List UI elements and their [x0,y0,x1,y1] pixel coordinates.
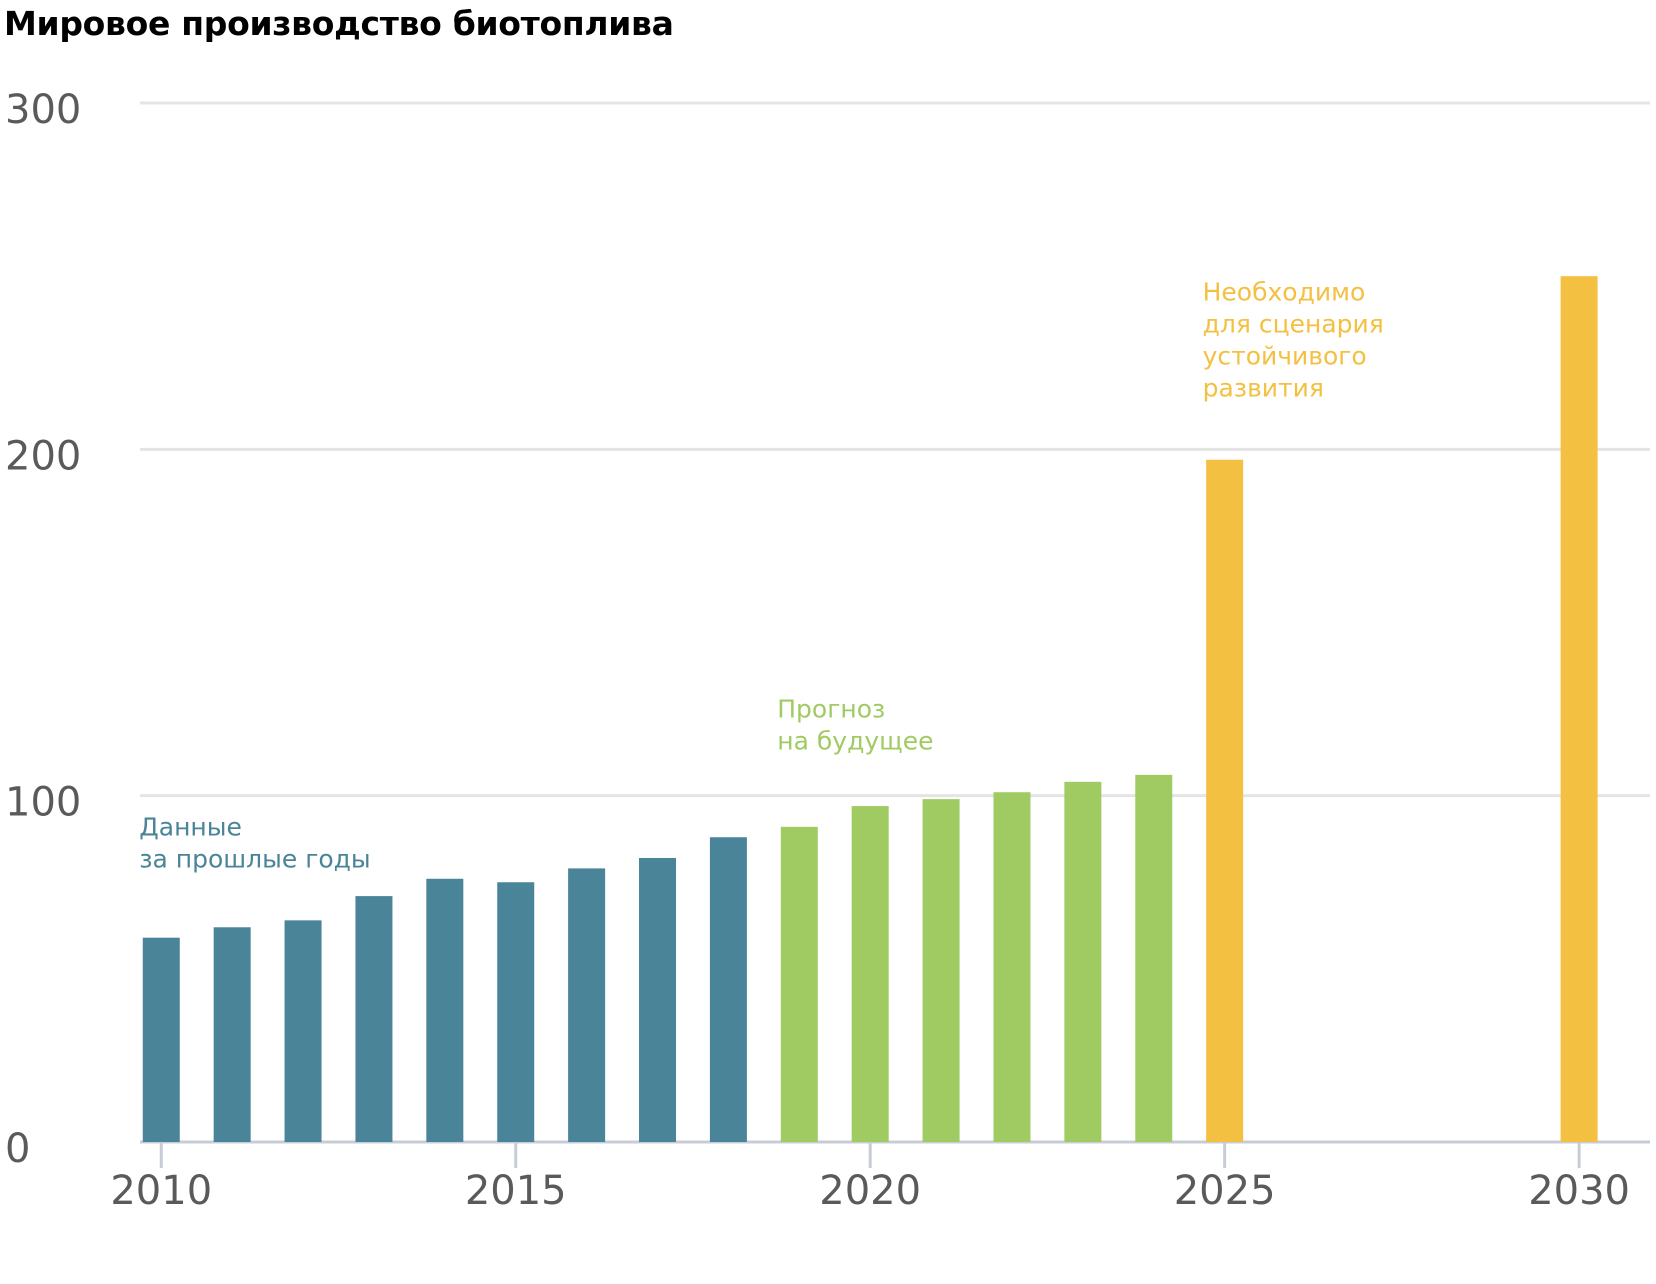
x-tick-label: 2015 [465,1168,567,1214]
bar-2025 [1206,459,1244,1142]
y-tick-label: 300 [5,87,81,133]
bar-2011 [213,927,251,1142]
y-tick-label: 0 [5,1126,30,1172]
y-tick-label: 100 [5,780,81,826]
x-tick-label: 2020 [819,1168,921,1214]
annotation-line: устойчивого [1203,341,1367,370]
bar-2024 [1135,774,1173,1142]
y-axis-tick-labels: 0 100 200 300 [5,87,81,1172]
bar-2020 [851,806,889,1142]
annotation-line: Данные [139,812,242,841]
bar-2018 [709,837,747,1142]
annotation-line: на будущее [777,727,933,756]
annotations: Данные за прошлые годы Прогноз на будущее Не… [139,277,1384,873]
bar-2021 [922,799,960,1142]
bar-2010 [142,937,180,1142]
annotation-line: развития [1203,373,1324,402]
x-tick-label: 2010 [110,1168,212,1214]
x-tick-label: 2030 [1528,1168,1630,1214]
x-tick-label: 2025 [1174,1168,1276,1214]
annotation-line: Необходимо [1203,277,1366,306]
bar-2019 [780,826,818,1142]
x-axis: 2010 2015 2020 2025 2030 [110,1142,1630,1214]
annotation-line: за прошлые годы [139,844,370,873]
annotation-line: для сценария [1203,309,1384,338]
annotation-line: Прогноз [777,695,885,724]
bar-2012 [284,920,322,1142]
bar-2023 [1064,781,1102,1142]
annotation-1: Прогноз на будущее [777,695,933,756]
bar-2016 [568,868,606,1142]
y-tick-label: 200 [5,433,81,479]
bar-2017 [639,858,677,1142]
annotation-2: Необходимо для сценария устойчивого развити… [1203,277,1384,402]
bar-2030 [1560,276,1598,1143]
bar-2014 [426,878,464,1142]
bar-2022 [993,792,1031,1142]
chart-title: Мировое производство биотоплива [4,4,674,43]
annotation-0: Данные за прошлые годы [139,812,370,873]
bar-2015 [497,882,535,1142]
bars [142,276,1598,1143]
bar-2013 [355,896,393,1142]
